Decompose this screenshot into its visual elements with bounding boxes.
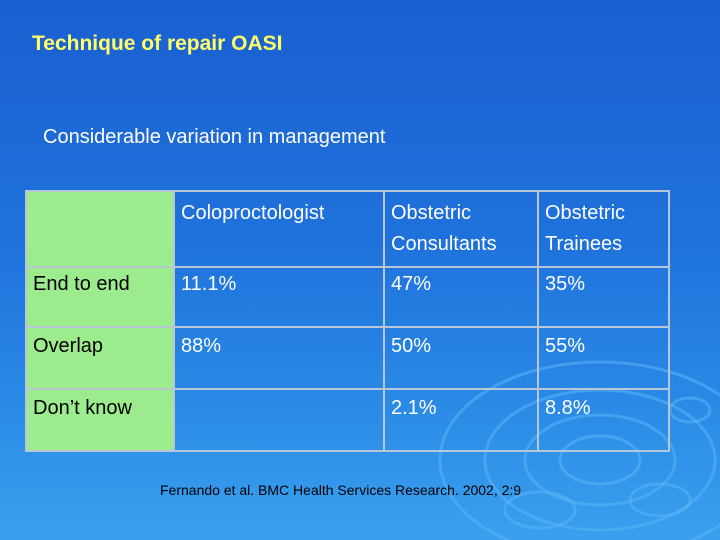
header-coloproctologist: Coloproctologist bbox=[173, 190, 385, 268]
table-header-row: Coloproctologist Obstetric Consultants O… bbox=[25, 190, 670, 268]
header-corner-cell bbox=[25, 190, 175, 268]
header-obstetric-consultants: Obstetric Consultants bbox=[383, 190, 539, 268]
row-label-overlap: Overlap bbox=[25, 326, 175, 390]
table-row: End to end 11.1% 47% 35% bbox=[25, 266, 670, 328]
table-cell: 88% bbox=[173, 326, 385, 390]
table-cell: 2.1% bbox=[383, 388, 539, 452]
row-label-dont-know: Don’t know bbox=[25, 388, 175, 452]
table-cell: 11.1% bbox=[173, 266, 385, 328]
slide-subtitle: Considerable variation in management bbox=[43, 126, 386, 148]
table-cell: 8.8% bbox=[537, 388, 670, 452]
table-cell bbox=[173, 388, 385, 452]
row-label-end-to-end: End to end bbox=[25, 266, 175, 328]
results-table: Coloproctologist Obstetric Consultants O… bbox=[25, 190, 670, 452]
table-cell: 35% bbox=[537, 266, 670, 328]
table-cell: 47% bbox=[383, 266, 539, 328]
slide-title: Technique of repair OASI bbox=[32, 32, 283, 55]
table-row: Don’t know 2.1% 8.8% bbox=[25, 388, 670, 452]
citation-text: Fernando et al. BMC Health Services Rese… bbox=[160, 482, 522, 498]
table-row: Overlap 88% 50% 55% bbox=[25, 326, 670, 390]
header-obstetric-trainees: Obstetric Trainees bbox=[537, 190, 670, 268]
table-cell: 55% bbox=[537, 326, 670, 390]
table-cell: 50% bbox=[383, 326, 539, 390]
